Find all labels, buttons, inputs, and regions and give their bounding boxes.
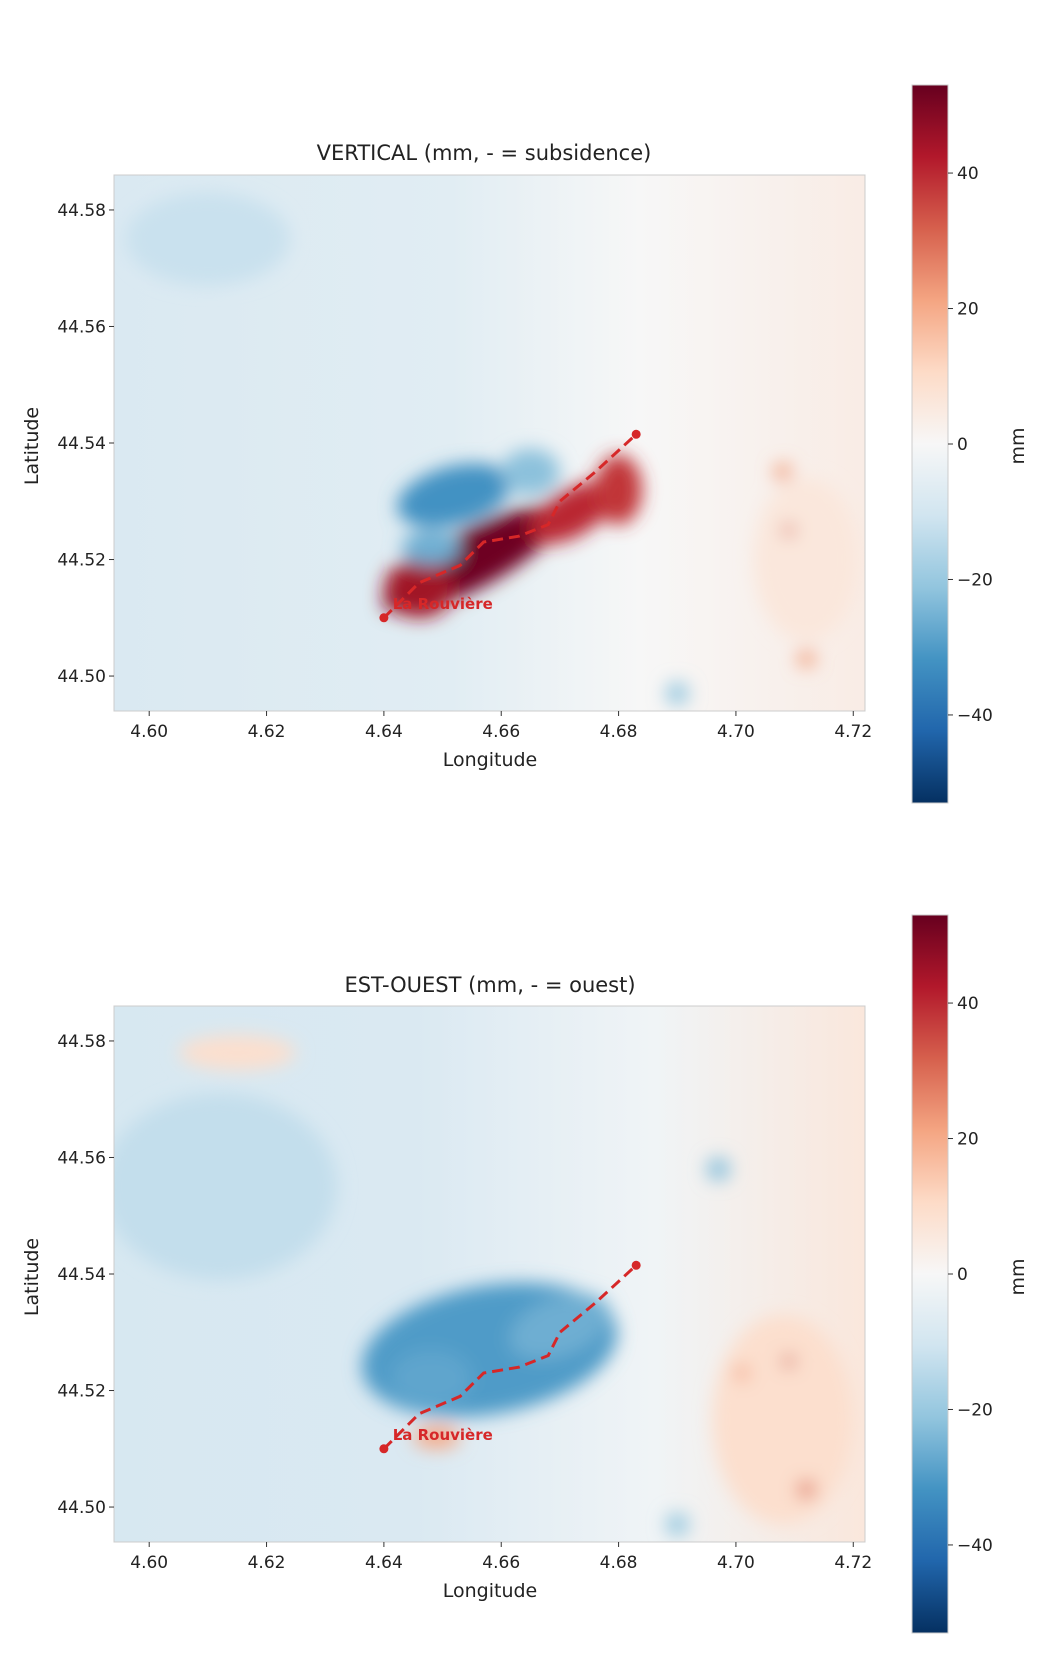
heatmap-anomaly <box>706 1157 731 1181</box>
heatmap-anomaly <box>401 530 461 566</box>
annotation-la-rouviere: La Rouvière <box>393 595 493 613</box>
heatmap-anomaly <box>665 1512 689 1537</box>
x-tick-label: 4.64 <box>365 1553 403 1573</box>
colorbar-label-vertical: mm <box>1007 427 1029 464</box>
x-tick-label: 4.60 <box>130 722 168 742</box>
x-tick-label: 4.66 <box>482 722 520 742</box>
x-tick-label: 4.72 <box>834 722 872 742</box>
panel-vertical: VERTICAL (mm, - = subsidence) 4.60 4.62 4.… <box>21 141 872 771</box>
x-tick-label: 4.70 <box>717 1553 755 1573</box>
heatmap-anomaly <box>501 448 560 496</box>
heatmap-anomaly <box>595 454 643 525</box>
colorbar-tick-label: 20 <box>957 300 979 320</box>
y-tick-label: 44.50 <box>57 1498 106 1518</box>
colorbar-gradient-vertical <box>911 84 949 804</box>
heatmap-anomaly <box>712 1314 854 1525</box>
y-tick-label: 44.50 <box>57 667 106 687</box>
fault-trace-line <box>382 433 638 619</box>
y-tick-label: 44.52 <box>57 551 106 571</box>
trace-end-marker <box>631 1260 641 1270</box>
colorbar-tick-label: −20 <box>957 1400 993 1420</box>
colorbar-label-est-ouest: mm <box>1007 1258 1029 1295</box>
colorbar-tick-label: −40 <box>957 706 993 726</box>
heatmap-anomaly <box>782 1355 795 1368</box>
heatmap-anomaly <box>797 1480 816 1499</box>
heatmap-anomaly <box>178 1035 296 1071</box>
fault-trace-line <box>382 1264 638 1450</box>
heatmap-anomaly <box>413 1425 461 1449</box>
colorbar-tick-label: 40 <box>957 994 979 1014</box>
fault-trace-est-ouest: La Rouvière <box>379 1260 641 1454</box>
colorbar-est-ouest: 40 20 0 −20 −40 mm <box>911 914 1029 1634</box>
colorbar-tick-label: 40 <box>957 164 979 184</box>
x-tick-label: 4.62 <box>248 1553 286 1573</box>
panel-est-ouest: EST-OUEST (mm, - = ouest) 4.60 4.62 4.64 4.… <box>21 973 872 1602</box>
colorbar-tick-label: −40 <box>957 1536 993 1556</box>
x-tick-label: 4.66 <box>482 1553 520 1573</box>
heatmap-anomaly <box>734 1366 749 1381</box>
title-est-ouest: EST-OUEST (mm, - = ouest) <box>344 973 635 997</box>
trace-start-marker <box>379 613 389 623</box>
x-tick-label: 4.70 <box>717 722 755 742</box>
fault-trace-vertical: La Rouvière <box>379 429 641 623</box>
heatmap-anomaly <box>529 481 614 544</box>
axes-ticks-est-ouest: 4.60 4.62 4.64 4.66 4.68 4.70 4.72 44.50 44.52 44… <box>57 1032 872 1573</box>
colorbar-tick-label: 0 <box>957 1265 968 1285</box>
heatmap-anomaly <box>125 192 291 286</box>
annotation-la-rouviere: La Rouvière <box>393 1426 493 1444</box>
trace-start-marker <box>379 1444 389 1454</box>
colorbar-gradient-est-ouest <box>911 914 949 1634</box>
ylabel-vertical: Latitude <box>21 407 43 485</box>
colorbar-tick-label: 20 <box>957 1130 979 1150</box>
x-tick-label: 4.68 <box>600 722 638 742</box>
xlabel-est-ouest: Longitude <box>443 1580 538 1602</box>
heatmap-field-est-ouest <box>114 1006 865 1542</box>
heatmap-anomaly <box>389 1349 472 1408</box>
heatmap-anomaly <box>774 463 792 481</box>
y-tick-label: 44.52 <box>57 1382 106 1402</box>
heatmap-field-vertical <box>114 175 865 711</box>
ylabel-est-ouest: Latitude <box>21 1238 43 1316</box>
x-tick-label: 4.68 <box>600 1553 638 1573</box>
heatmap-anomaly <box>397 463 512 528</box>
y-tick-label: 44.56 <box>57 1148 106 1168</box>
heatmap-anomaly <box>665 681 689 706</box>
colorbar-tick-label: 0 <box>957 435 968 455</box>
colorbar-ticks-est-ouest: 40 20 0 −20 −40 <box>948 994 993 1556</box>
heatmap-anomaly <box>782 524 795 537</box>
x-tick-label: 4.64 <box>365 722 403 742</box>
y-tick-label: 44.54 <box>57 1265 106 1285</box>
x-tick-label: 4.72 <box>834 1553 872 1573</box>
heatmap-anomaly <box>797 649 816 668</box>
y-tick-label: 44.58 <box>57 201 106 221</box>
heatmap-anomaly <box>509 1293 611 1360</box>
trace-end-marker <box>631 429 641 439</box>
x-tick-label: 4.60 <box>130 1553 168 1573</box>
colorbar-vertical: 40 20 0 −20 −40 mm <box>911 84 1029 804</box>
y-tick-label: 44.58 <box>57 1032 106 1052</box>
y-tick-label: 44.54 <box>57 434 106 454</box>
heatmap-anomaly <box>114 1093 337 1280</box>
heatmap-anomaly <box>753 477 860 642</box>
colorbar-ticks-vertical: 40 20 0 −20 −40 <box>948 164 993 726</box>
x-tick-label: 4.62 <box>248 722 286 742</box>
xlabel-vertical: Longitude <box>443 749 538 771</box>
axes-ticks-vertical: 4.60 4.62 4.64 4.66 4.68 4.70 4.72 44.50 44.52 44… <box>57 201 872 742</box>
colorbar-tick-label: −20 <box>957 570 993 590</box>
y-tick-label: 44.56 <box>57 317 106 337</box>
title-vertical: VERTICAL (mm, - = subsidence) <box>317 141 652 165</box>
